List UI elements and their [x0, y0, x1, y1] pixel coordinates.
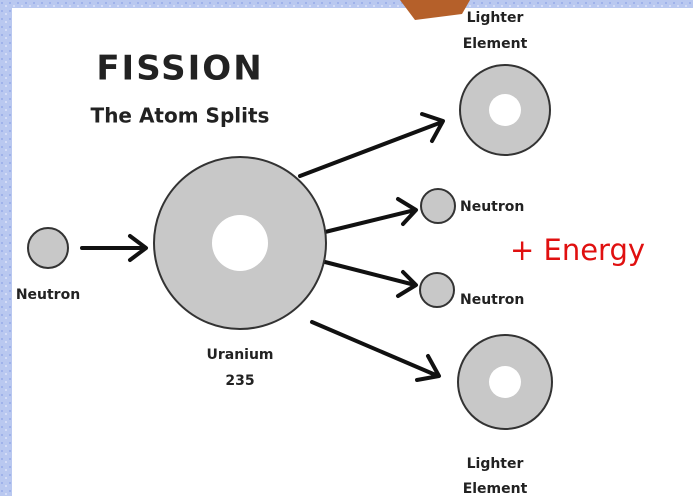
- label: Element: [463, 36, 528, 52]
- panel: [12, 8, 693, 496]
- label: Uranium: [206, 347, 273, 363]
- label: Element: [463, 481, 528, 496]
- label: Neutron: [460, 292, 524, 308]
- title: FISSION: [96, 49, 263, 89]
- subtitle: The Atom Splits: [91, 104, 270, 128]
- energy-label: + Energy: [510, 233, 645, 267]
- decoration: [400, 0, 470, 20]
- label: Lighter: [467, 456, 524, 472]
- label: Neutron: [460, 199, 524, 215]
- label: Lighter: [467, 10, 524, 26]
- particles: [27, 64, 553, 430]
- arrows: [80, 112, 445, 382]
- label: Neutron: [16, 287, 80, 303]
- label: 235: [225, 373, 254, 389]
